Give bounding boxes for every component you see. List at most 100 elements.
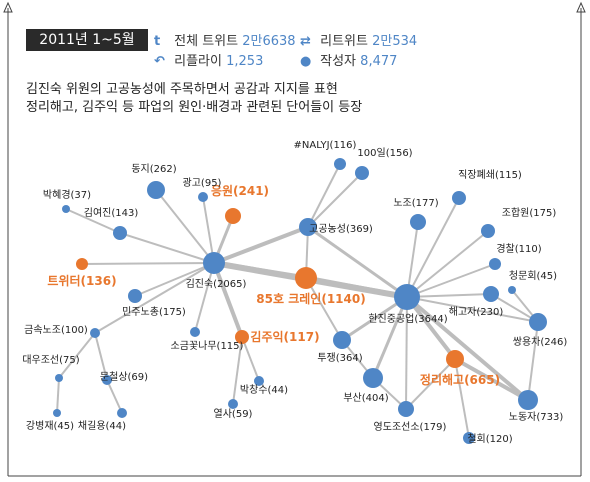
node-johapwon	[481, 224, 495, 238]
edge-kyj-bhk	[65, 208, 121, 234]
edge-kjs-twitter	[81, 262, 215, 265]
node-label-nodongja: 노동자(733)	[509, 411, 564, 423]
edge-ssangyong-nodongja	[527, 321, 539, 401]
node-nojo	[410, 214, 426, 230]
node-sogeum	[190, 327, 200, 337]
edge-hanjin-nodongja	[405, 295, 530, 402]
node-group	[53, 158, 547, 444]
node-ssangyong	[529, 313, 547, 331]
edge-hanjin-haego	[406, 293, 492, 298]
node-kjs	[203, 252, 225, 274]
node-label-kyj: 김여진(143)	[84, 207, 139, 219]
edge-hanjin-johapwon	[406, 230, 489, 298]
node-crane	[295, 267, 317, 289]
node-label-nojo: 노조(177)	[393, 197, 438, 209]
node-mcs	[102, 375, 112, 385]
node-label-kbj: 강병재(45)	[26, 420, 74, 432]
node-label-sogeum: 소금꽃나무(115)	[171, 340, 244, 352]
node-label-100il: 100일(156)	[357, 147, 412, 159]
edge-kjs-crane	[213, 260, 307, 281]
edge-jungri-nodongja	[454, 357, 529, 402]
node-cheolhoe	[463, 432, 475, 444]
authors-label: 작성자	[320, 54, 357, 69]
node-label-busan: 부산(404)	[343, 392, 388, 404]
edge-kjs-minju	[134, 262, 215, 297]
node-label-cheolhoe: 철회(120)	[467, 433, 512, 445]
node-label-gyeongchal: 경찰(110)	[496, 242, 541, 255]
label-group: 김진숙(2065) 한진중공업(3644)85호 크레인(1140) 고공농성(36…	[22, 140, 567, 445]
edge-kjs-kji	[212, 262, 244, 338]
node-cheongmun	[508, 286, 516, 294]
node-tujaeng	[333, 331, 351, 349]
edge-gogong-hanjin	[307, 225, 408, 299]
edge-kjs-sogeum	[194, 262, 215, 333]
node-label-hanjin: 한진중공업(3644)	[368, 312, 447, 325]
node-label-tujaeng: 투쟁(364)	[317, 352, 362, 364]
authors-value: 8,477	[360, 54, 398, 69]
edge-gogong-100il	[307, 172, 363, 228]
node-cky	[117, 408, 127, 418]
node-kbj	[53, 409, 61, 417]
node-jungri	[446, 350, 464, 368]
node-label-yeolsa: 열사(59)	[214, 408, 253, 420]
node-gogong	[299, 218, 317, 236]
edge-jungri-yeongdo	[405, 358, 456, 410]
edge-kji-bcs	[241, 336, 260, 382]
authors: ● 작성자 8,477	[300, 50, 397, 69]
node-bcs	[254, 376, 264, 386]
node-label-dongji: 동지(262)	[131, 163, 176, 175]
edge-kjs-gogong	[213, 225, 309, 265]
edge-hanjin-gyeongchal	[406, 263, 496, 298]
node-haego	[483, 286, 499, 302]
retweets: ⇄ 리트위트 2만534	[300, 30, 417, 49]
replies: ↶ 리플라이 1,253	[154, 50, 263, 69]
node-100il	[355, 166, 369, 180]
edge-kjs-gwanggo	[202, 196, 215, 264]
node-daewoo	[55, 374, 63, 382]
replies-label: 리플라이	[174, 54, 222, 69]
node-bhk	[62, 205, 70, 213]
reply-icon: ↶	[154, 54, 165, 69]
node-label-gogong: 고공농성(369)	[309, 223, 373, 235]
edge-hanjin-yeongdo	[405, 296, 408, 410]
node-label-kjs: 김진숙(2065)	[186, 278, 247, 290]
edge-kji-yeolsa	[232, 336, 243, 405]
description-line-2: 정리해고, 김주익 등 파업의 원인·배경과 관련된 단어들이 등장	[26, 100, 363, 115]
edge-kjs-dongji	[155, 189, 215, 264]
node-label-ssangyong: 쌍용차(246)	[513, 336, 568, 348]
node-eungwon	[225, 208, 241, 224]
node-label-yeongdo: 영도조선소(179)	[374, 421, 447, 433]
edge-hanjin-busan	[371, 296, 409, 379]
node-kyj	[113, 226, 127, 240]
node-label-crane: 85호 크레인(1140)	[256, 291, 365, 306]
retweets-label: 리트위트	[320, 34, 368, 49]
edge-kjs-geumsok	[94, 262, 215, 334]
node-label-haego: 해고자(230)	[449, 305, 504, 318]
edge-kjs-kyj	[119, 232, 215, 264]
node-gyeongchal	[489, 258, 501, 270]
node-yeolsa	[228, 399, 238, 409]
node-label-jungri: 정리해고(665)	[420, 372, 500, 387]
node-label-cky: 채길용(44)	[78, 419, 126, 432]
node-nodongja	[518, 390, 538, 410]
total-tweets-label: 전체 트위트	[174, 34, 239, 49]
edge-ssangyong-haego	[490, 293, 539, 323]
edge-geumsok-mcs	[94, 332, 108, 381]
edge-jungri-cheolhoe	[454, 358, 470, 439]
edge-hanjin-jikjang	[406, 197, 460, 298]
node-yeongdo	[398, 401, 414, 417]
edge-hanjin-ssangyong	[406, 296, 539, 323]
node-label-jikjang: 직장폐쇄(115)	[458, 169, 522, 181]
node-gwanggo	[198, 192, 208, 202]
node-label-bcs: 박창수(44)	[240, 384, 288, 396]
node-label-johapwon: 조합원(175)	[502, 207, 557, 219]
node-minju	[128, 289, 142, 303]
node-label-nalyj: #NALYJ(116)	[294, 140, 357, 151]
total-tweets-value: 2만6638	[242, 34, 296, 49]
node-hanjin	[394, 284, 420, 310]
retweets-value: 2만534	[372, 34, 418, 49]
edge-gogong-nalyj	[307, 163, 341, 228]
twitter-icon: t	[154, 34, 161, 49]
edge-mcs-cky	[106, 379, 123, 414]
